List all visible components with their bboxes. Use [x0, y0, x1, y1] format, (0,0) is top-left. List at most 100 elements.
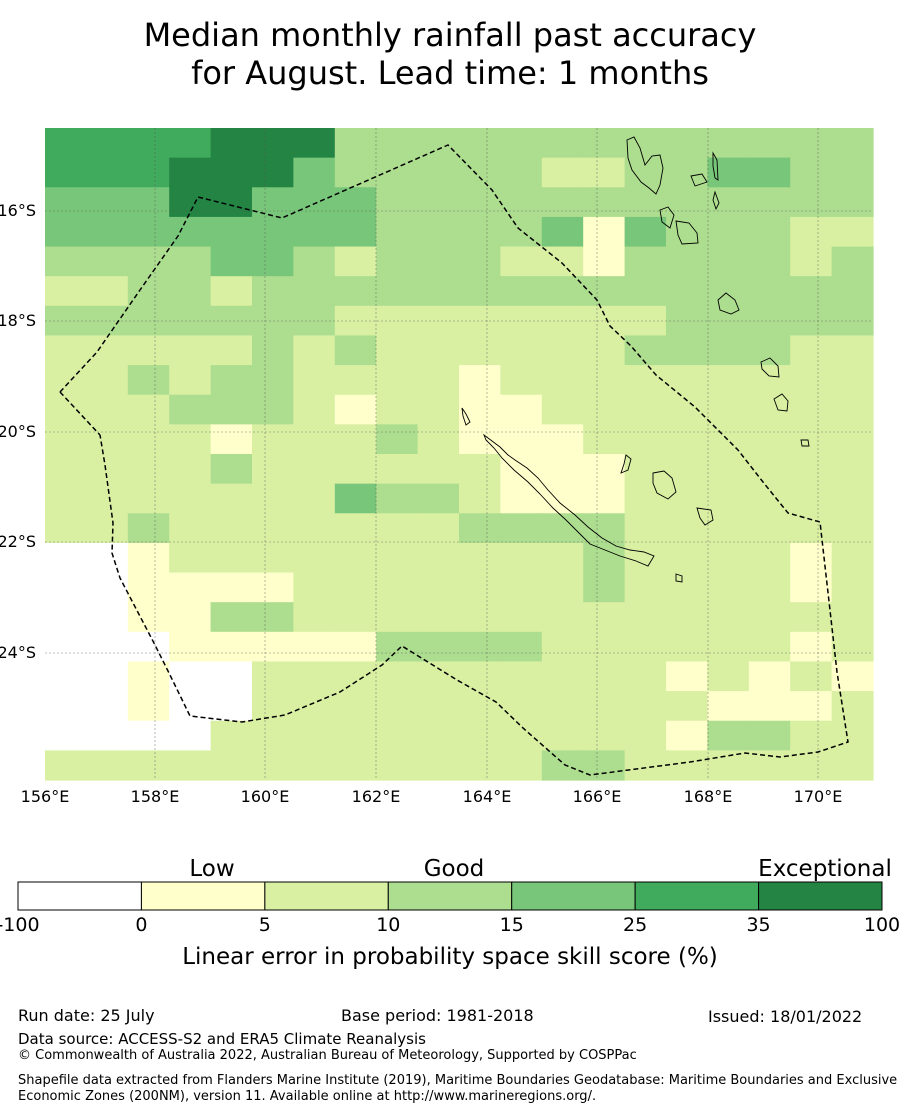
skill-cell — [459, 691, 501, 722]
skill-cell — [541, 157, 584, 188]
skill-cell — [624, 483, 667, 514]
skill-cell — [666, 394, 708, 425]
skill-cell — [293, 246, 336, 277]
skill-cell — [500, 661, 543, 692]
skill-cell — [376, 602, 419, 633]
skill-cell — [127, 246, 170, 277]
skill-cell — [831, 691, 874, 722]
skill-cell — [541, 691, 584, 722]
skill-cell — [707, 246, 750, 277]
skill-cell — [790, 691, 833, 722]
colorbar-tick-label: 100 — [863, 914, 900, 936]
base-period: Base period: 1981-2018 — [341, 1006, 534, 1025]
skill-cell — [293, 602, 336, 633]
skill-cell — [583, 720, 626, 751]
skill-cell — [127, 720, 170, 751]
skill-cell — [790, 750, 833, 781]
skill-cell — [459, 365, 501, 396]
skill-cell — [707, 542, 750, 574]
skill-cell — [583, 750, 626, 781]
skill-cell — [86, 128, 129, 159]
skill-cell — [293, 661, 336, 692]
skill-cell — [831, 128, 874, 159]
skill-cell — [500, 276, 543, 307]
skill-cell — [169, 365, 212, 396]
skill-cell — [334, 157, 377, 188]
skill-cell — [86, 542, 129, 574]
skill-cell — [376, 216, 419, 248]
skill-cell — [790, 661, 833, 692]
land-coastlines — [461, 136, 810, 583]
skill-cell — [624, 454, 667, 485]
skill-cell — [127, 513, 170, 544]
skill-cell — [86, 572, 129, 603]
skill-cell — [790, 216, 833, 248]
skill-cell — [831, 216, 874, 248]
skill-cell — [334, 424, 377, 455]
skill-cell — [500, 187, 543, 218]
colorbar-tick-label: 0 — [135, 914, 148, 936]
skill-cell — [707, 394, 750, 425]
skill-cell — [334, 216, 377, 248]
skill-cell — [376, 128, 419, 159]
skill-cell — [790, 394, 833, 425]
skill-cell — [293, 513, 336, 544]
copyright: © Commonwealth of Australia 2022, Austra… — [18, 1048, 637, 1063]
skill-cell — [541, 394, 584, 425]
skill-cell — [210, 631, 253, 663]
skill-cell — [459, 216, 501, 248]
skill-cell — [748, 335, 791, 366]
skill-cell — [45, 424, 87, 455]
skill-cell — [45, 691, 87, 722]
skill-cell — [127, 542, 170, 574]
skill-cell — [334, 128, 377, 159]
skill-cell — [127, 128, 170, 159]
skill-cell — [500, 513, 543, 544]
skill-cell — [707, 276, 750, 307]
skill-cell — [748, 602, 791, 633]
skill-cell — [252, 335, 294, 366]
skill-cell — [417, 187, 460, 218]
skill-cell — [210, 750, 253, 781]
skill-cell — [666, 128, 708, 159]
colorbar-segment — [387, 881, 513, 911]
skill-cell — [459, 542, 501, 574]
skill-cell — [748, 572, 791, 603]
skill-cell — [500, 750, 543, 781]
skill-cell — [541, 602, 584, 633]
shapefile-credit: Shapefile data extracted from Flanders M… — [18, 1073, 898, 1104]
skill-cell — [376, 424, 419, 455]
skill-cell — [707, 750, 750, 781]
skill-cell — [790, 187, 833, 218]
skill-cell — [86, 720, 129, 751]
colorbar — [17, 881, 883, 911]
skill-cell — [293, 187, 336, 218]
skill-cell — [790, 513, 833, 544]
skill-cell — [45, 454, 87, 485]
skill-cell — [707, 631, 750, 663]
skill-cell — [500, 365, 543, 396]
island — [461, 407, 471, 426]
colorbar-tick-label: 10 — [376, 914, 401, 936]
skill-cell — [583, 602, 626, 633]
skill-cell — [500, 216, 543, 248]
island — [652, 470, 677, 500]
skill-cell — [293, 691, 336, 722]
skill-cell — [666, 424, 708, 455]
skill-cell — [831, 572, 874, 603]
skill-cell — [831, 454, 874, 485]
skill-cell — [459, 513, 501, 544]
skill-cell — [831, 157, 874, 188]
skill-cell — [417, 128, 460, 159]
skill-cell — [666, 483, 708, 514]
skill-cell — [334, 631, 377, 663]
skill-cell — [45, 246, 87, 277]
skill-cell — [541, 572, 584, 603]
colorbar-category-label: Exceptional — [758, 856, 892, 882]
skill-cell — [500, 542, 543, 574]
skill-cell — [86, 276, 129, 307]
skill-cell — [293, 276, 336, 307]
skill-cell — [86, 394, 129, 425]
skill-cell — [376, 631, 419, 663]
